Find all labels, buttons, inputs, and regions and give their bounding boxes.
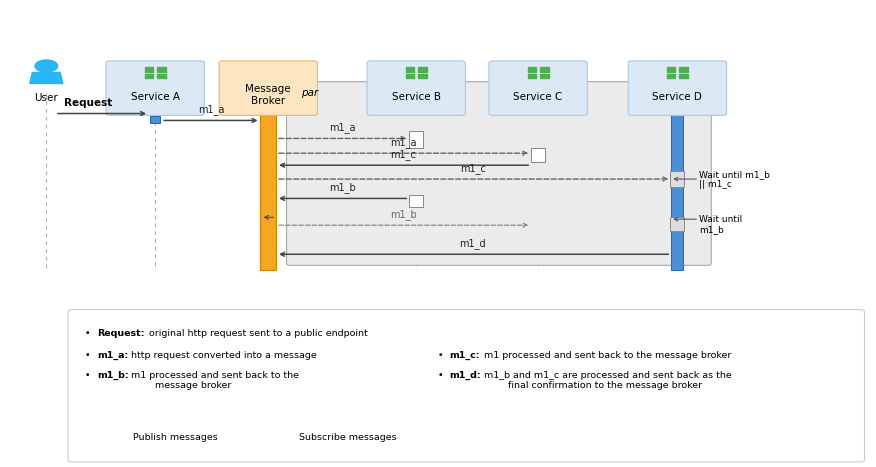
Bar xyxy=(409,131,423,148)
Bar xyxy=(406,67,414,72)
Text: m1_a: m1_a xyxy=(329,122,356,133)
Bar xyxy=(670,171,684,187)
Text: m1_b:: m1_b: xyxy=(96,371,129,380)
Bar xyxy=(667,67,675,72)
Bar xyxy=(150,116,160,123)
Text: •: • xyxy=(86,330,94,339)
Bar xyxy=(145,67,153,72)
Text: Wait until
m1_b: Wait until m1_b xyxy=(699,215,742,234)
FancyBboxPatch shape xyxy=(489,61,587,115)
Text: m1_d: m1_d xyxy=(460,238,486,249)
FancyBboxPatch shape xyxy=(68,310,865,462)
FancyBboxPatch shape xyxy=(106,61,204,115)
Bar xyxy=(418,67,427,72)
Bar xyxy=(157,74,166,78)
Bar xyxy=(406,74,414,78)
Text: Service B: Service B xyxy=(392,92,441,102)
Bar xyxy=(667,74,675,78)
Bar xyxy=(527,74,536,78)
Polygon shape xyxy=(30,72,63,84)
Text: User: User xyxy=(34,93,58,103)
FancyBboxPatch shape xyxy=(219,61,317,115)
Text: Request:: Request: xyxy=(96,330,145,339)
Bar xyxy=(409,195,423,207)
Bar xyxy=(418,74,427,78)
Text: m1_a: m1_a xyxy=(390,137,416,148)
Bar xyxy=(531,148,545,162)
Text: m1_b: m1_b xyxy=(328,182,356,193)
Text: Service C: Service C xyxy=(513,92,562,102)
Text: http request converted into a message: http request converted into a message xyxy=(128,351,317,360)
Text: m1_b and m1_c are processed and sent back as the
         final confirmation to : m1_b and m1_c are processed and sent bac… xyxy=(481,371,731,390)
Text: par: par xyxy=(301,88,319,98)
Text: •: • xyxy=(86,351,94,360)
Text: m1 processed and sent back to the message broker: m1 processed and sent back to the messag… xyxy=(481,351,731,360)
Bar xyxy=(540,74,548,78)
FancyBboxPatch shape xyxy=(286,82,711,265)
Bar xyxy=(679,67,688,72)
Text: m1 processed and sent back to the
         message broker: m1 processed and sent back to the messag… xyxy=(128,371,299,390)
Bar xyxy=(679,74,688,78)
Text: m1_d:: m1_d: xyxy=(449,371,481,380)
Bar xyxy=(671,86,683,270)
Text: •: • xyxy=(438,351,447,360)
Text: Subscribe messages: Subscribe messages xyxy=(299,433,396,442)
Text: original http request sent to a public endpoint: original http request sent to a public e… xyxy=(145,330,367,339)
Text: m1_b: m1_b xyxy=(390,209,417,219)
Text: Service D: Service D xyxy=(653,92,703,102)
Text: •: • xyxy=(86,371,94,380)
Text: m1_a: m1_a xyxy=(199,104,225,115)
Text: •: • xyxy=(438,371,447,380)
Bar xyxy=(527,67,536,72)
Text: Request: Request xyxy=(64,99,112,108)
Bar xyxy=(540,67,548,72)
Circle shape xyxy=(35,60,58,72)
Text: Message
Broker: Message Broker xyxy=(245,84,291,106)
Text: Service A: Service A xyxy=(131,92,180,102)
Bar xyxy=(670,217,684,231)
FancyBboxPatch shape xyxy=(367,61,465,115)
Text: m1_c:: m1_c: xyxy=(449,351,480,361)
FancyBboxPatch shape xyxy=(628,61,726,115)
Text: Publish messages: Publish messages xyxy=(133,433,218,442)
Text: Wait until m1_b
|| m1_c: Wait until m1_b || m1_c xyxy=(699,170,770,189)
Bar xyxy=(145,74,153,78)
Text: m1_c: m1_c xyxy=(460,163,486,174)
Bar xyxy=(157,67,166,72)
Text: m1_c: m1_c xyxy=(390,149,416,160)
Text: m1_a:: m1_a: xyxy=(96,351,128,361)
Bar xyxy=(260,86,276,270)
